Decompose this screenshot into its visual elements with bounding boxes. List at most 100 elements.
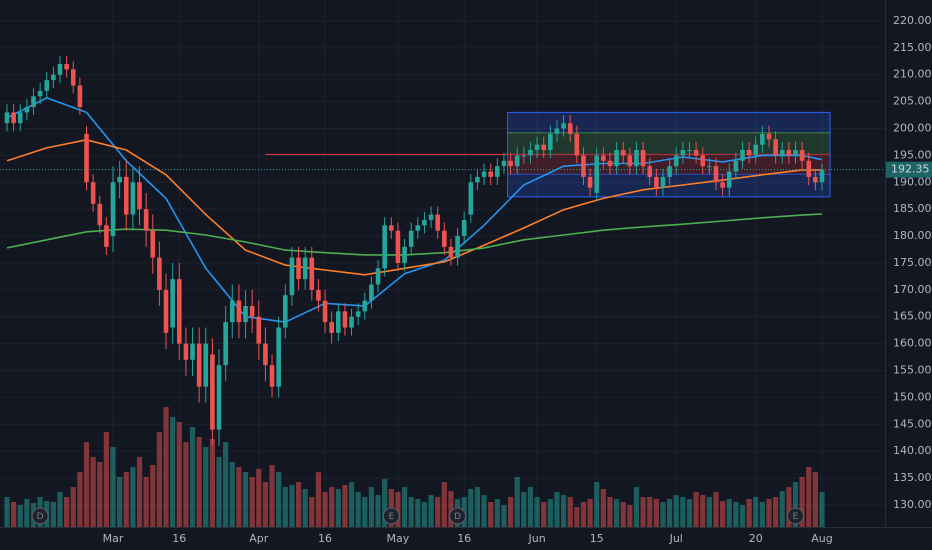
candle-body bbox=[680, 150, 686, 156]
volume-bar bbox=[17, 505, 23, 527]
volume-bar bbox=[554, 492, 560, 527]
volume-bar bbox=[150, 465, 156, 527]
candle-body bbox=[594, 155, 600, 194]
x-tick-label: Apr bbox=[249, 532, 269, 545]
candle-body bbox=[355, 311, 361, 317]
y-tick-label: 220.00 bbox=[893, 14, 932, 27]
candle-body bbox=[786, 150, 792, 156]
x-tick-label: Aug bbox=[811, 532, 832, 545]
volume-bar bbox=[302, 489, 308, 527]
candle-body bbox=[170, 279, 175, 328]
candle-body bbox=[216, 365, 222, 430]
candle-body bbox=[799, 150, 805, 161]
candle-body bbox=[740, 150, 745, 161]
candle-body bbox=[4, 112, 10, 124]
candle-body bbox=[627, 155, 633, 167]
candle-body bbox=[157, 257, 162, 290]
volume-bar bbox=[70, 487, 76, 527]
candle-body bbox=[369, 284, 374, 301]
y-tick-label: 135.00 bbox=[893, 471, 932, 484]
candle-body bbox=[660, 176, 666, 188]
volume-bar bbox=[660, 502, 666, 527]
candle-body bbox=[203, 343, 209, 387]
event-marker bbox=[786, 507, 804, 525]
volume-bar bbox=[680, 497, 686, 527]
candle-body bbox=[104, 225, 109, 247]
candle-body bbox=[382, 225, 387, 269]
volume-bar bbox=[720, 501, 726, 527]
volume-bar bbox=[587, 499, 593, 527]
y-tick-label: 170.00 bbox=[893, 283, 932, 296]
candle-body bbox=[375, 268, 381, 285]
volume-bar bbox=[362, 497, 368, 527]
volume-bar bbox=[547, 499, 553, 527]
volume-bar bbox=[203, 447, 209, 527]
candle-body bbox=[442, 230, 447, 247]
volume-bar bbox=[686, 499, 693, 527]
x-tick-label: Jul bbox=[669, 532, 683, 545]
volume-bar bbox=[77, 472, 83, 527]
volume-bar bbox=[57, 492, 63, 527]
volume-bar bbox=[415, 499, 421, 527]
y-tick-label: 215.00 bbox=[893, 41, 932, 54]
volume-bar bbox=[706, 497, 712, 527]
candle-body bbox=[720, 182, 725, 188]
volume-bar bbox=[580, 502, 587, 527]
volume-bar bbox=[83, 442, 90, 527]
candle-body bbox=[31, 96, 36, 108]
volume-bar bbox=[600, 489, 606, 527]
volume-bar bbox=[382, 479, 388, 527]
volume-bar bbox=[746, 499, 752, 527]
candle-body bbox=[521, 155, 527, 157]
volume-bar bbox=[560, 495, 567, 527]
candle-body bbox=[389, 225, 394, 231]
candle-body bbox=[514, 155, 520, 167]
y-tick-label: 165.00 bbox=[893, 310, 932, 323]
candle-body bbox=[501, 160, 507, 167]
volume-bar bbox=[779, 491, 785, 527]
candle-body bbox=[316, 289, 321, 301]
candle-body bbox=[813, 176, 818, 183]
volume-bar bbox=[441, 482, 447, 527]
volume-bar bbox=[507, 497, 514, 527]
volume-bar bbox=[693, 492, 699, 527]
volume-bar bbox=[541, 502, 547, 527]
volume-bar bbox=[130, 467, 136, 527]
candle-body bbox=[269, 365, 275, 387]
volume-bar bbox=[335, 489, 341, 527]
event-marker bbox=[31, 507, 49, 525]
volume-bar bbox=[494, 499, 500, 527]
moving-average-line bbox=[6, 138, 822, 276]
y-tick-label: 180.00 bbox=[893, 229, 932, 242]
volume-bar bbox=[401, 487, 408, 527]
candle-body bbox=[196, 343, 202, 387]
candle-body bbox=[687, 150, 692, 152]
candle-body bbox=[455, 236, 460, 258]
x-tick-label: 16 bbox=[318, 532, 332, 545]
candle-body bbox=[322, 300, 328, 323]
candle-body bbox=[806, 160, 812, 177]
volume-bar bbox=[527, 487, 534, 527]
volume-bar bbox=[474, 487, 481, 527]
volume-bar bbox=[773, 497, 779, 527]
x-tick-label: 16 bbox=[457, 532, 471, 545]
volume-bar bbox=[117, 477, 123, 527]
event-label: E bbox=[388, 512, 394, 522]
volume-bar bbox=[594, 482, 600, 527]
volume-bar bbox=[481, 495, 487, 527]
candle-body bbox=[700, 155, 706, 167]
volume-bar bbox=[640, 497, 646, 527]
volume-bar bbox=[183, 442, 189, 527]
candle-body bbox=[779, 150, 785, 156]
volume-bar bbox=[488, 502, 494, 527]
volume-bar bbox=[282, 487, 288, 527]
candle-body bbox=[276, 327, 281, 387]
volume-bar bbox=[633, 487, 640, 527]
candle-body bbox=[143, 209, 149, 231]
candle-body bbox=[282, 295, 288, 328]
volume-bar bbox=[216, 457, 222, 527]
volume-bar bbox=[163, 407, 169, 527]
range-band bbox=[507, 174, 830, 197]
y-tick-label: 140.00 bbox=[893, 444, 932, 457]
